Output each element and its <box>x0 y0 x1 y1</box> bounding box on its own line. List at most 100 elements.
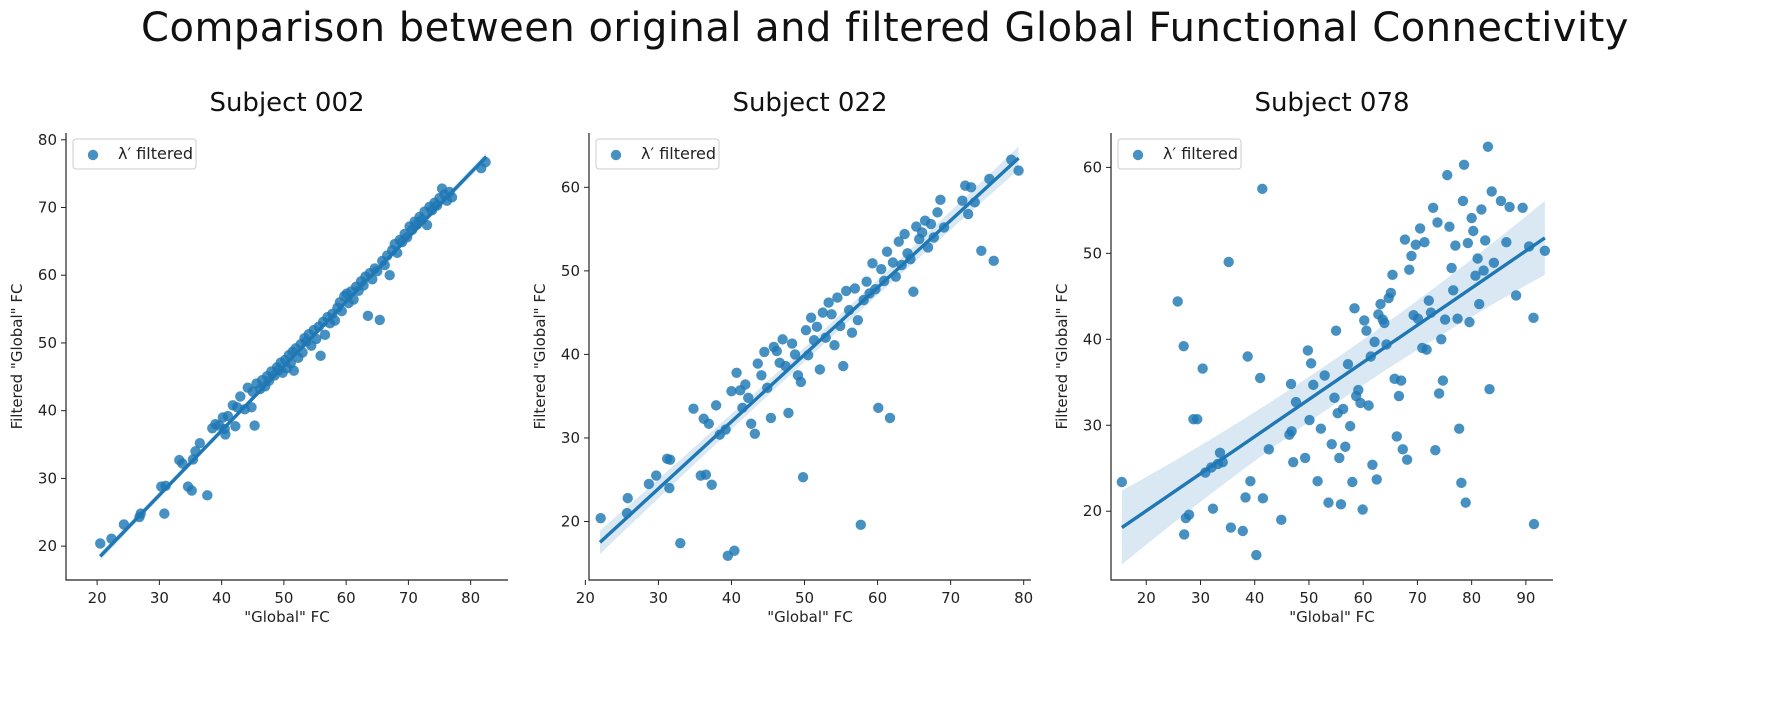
data-point <box>1478 265 1489 276</box>
data-point <box>957 195 968 206</box>
data-point <box>749 428 761 439</box>
data-point <box>759 346 770 358</box>
y-tick-label: 30 <box>38 469 57 487</box>
data-point <box>916 227 928 238</box>
data-point <box>1375 298 1386 310</box>
data-point <box>1423 295 1435 306</box>
x-tick-label: 50 <box>795 589 814 607</box>
y-tick-label: 60 <box>38 266 57 284</box>
regression-line <box>99 155 488 558</box>
legend-marker <box>87 149 99 161</box>
data-point <box>1308 379 1319 391</box>
data-point <box>222 410 234 422</box>
data-point <box>1460 497 1471 508</box>
data-point <box>976 245 987 257</box>
y-axis-label: Filtered "Global" FC <box>531 284 549 430</box>
data-point <box>881 246 893 257</box>
x-tick-label: 40 <box>212 589 231 607</box>
data-point <box>1452 313 1463 324</box>
data-point <box>315 350 326 362</box>
y-tick-label: 40 <box>38 402 57 420</box>
legend-frame <box>595 138 720 170</box>
data-point <box>1462 237 1474 249</box>
data-point <box>740 379 751 390</box>
data-point <box>1302 345 1314 356</box>
x-tick-label: 50 <box>274 589 293 607</box>
legend-label: λ′ filtered <box>1163 144 1238 163</box>
data-point <box>1326 438 1337 450</box>
data-point <box>249 420 260 431</box>
data-point <box>826 309 837 320</box>
legend-marker <box>1132 149 1144 161</box>
data-point <box>867 258 878 269</box>
data-point <box>1474 298 1485 310</box>
x-tick-label: 20 <box>576 589 595 607</box>
y-tick-label: 70 <box>38 199 57 217</box>
data-point <box>643 478 655 490</box>
data-point <box>838 360 849 372</box>
data-point <box>1355 397 1366 409</box>
data-point <box>1395 375 1407 386</box>
data-point <box>935 194 946 206</box>
data-point <box>1433 388 1445 399</box>
x-tick-label: 80 <box>1462 589 1481 607</box>
data-point <box>159 508 170 519</box>
data-point <box>1406 250 1417 262</box>
data-point <box>1401 454 1413 465</box>
x-axis-label: "Global" FC <box>767 608 853 626</box>
data-point <box>235 391 246 402</box>
data-point <box>861 276 872 287</box>
y-tick-label: 80 <box>38 131 57 149</box>
data-point <box>1183 509 1195 520</box>
data-point <box>829 340 840 351</box>
data-point <box>1510 290 1522 301</box>
subplot-2: Subject 022 20 30 40 50 60 70 80 20 30 40 50 60 "Glob… <box>531 88 1033 626</box>
data-point <box>1484 383 1495 395</box>
data-point <box>1337 403 1349 415</box>
y-tick-label: 20 <box>1083 502 1102 520</box>
data-point <box>1330 325 1342 336</box>
data-point <box>160 480 171 492</box>
data-point <box>1116 476 1128 488</box>
data-point <box>1192 414 1203 425</box>
legend-marker <box>610 149 622 161</box>
data-point <box>1286 426 1297 437</box>
x-tick-label: 70 <box>941 589 960 607</box>
data-point <box>1410 239 1421 250</box>
data-point <box>786 338 798 349</box>
data-point <box>1442 169 1453 181</box>
data-point <box>319 329 331 341</box>
data-point <box>811 321 823 333</box>
data-point <box>1223 256 1234 268</box>
x-axis-label: "Global" FC <box>244 608 330 626</box>
legend-frame <box>1117 138 1242 170</box>
x-tick-label: 50 <box>1299 589 1318 607</box>
figure-title: Comparison between original and filtered… <box>141 5 1629 51</box>
data-point <box>1347 476 1358 488</box>
data-point <box>1214 447 1226 458</box>
data-point <box>1504 201 1515 213</box>
data-point <box>1419 236 1430 248</box>
x-tick-label: 90 <box>1516 589 1535 607</box>
data-point <box>1245 475 1256 487</box>
data-point <box>1225 522 1237 533</box>
data-point <box>664 482 675 494</box>
data-point <box>1319 370 1330 381</box>
data-point <box>925 218 937 230</box>
data-point <box>1464 316 1475 328</box>
data-point <box>1305 358 1317 369</box>
y-tick-label: 20 <box>38 537 57 555</box>
data-point <box>720 424 731 435</box>
data-point <box>384 270 395 281</box>
data-point <box>1387 269 1398 281</box>
data-point <box>1528 312 1539 324</box>
data-point <box>1397 444 1408 455</box>
data-point <box>908 286 919 297</box>
y-tick-label: 40 <box>1083 330 1102 348</box>
legend-frame <box>72 138 197 170</box>
y-tick-label: 20 <box>561 513 580 531</box>
data-point <box>852 314 864 326</box>
data-point <box>1448 285 1459 296</box>
data-point <box>1450 240 1461 251</box>
